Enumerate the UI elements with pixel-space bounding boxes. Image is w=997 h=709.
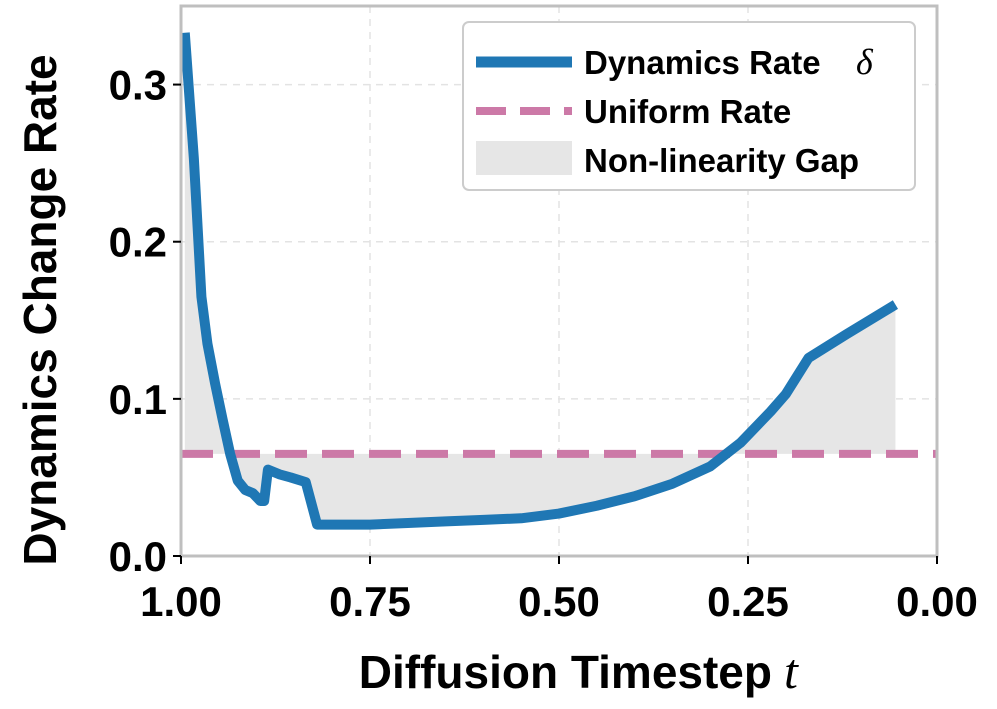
y-tick-label: 0.1 (109, 376, 167, 423)
x-tick-label: 0.75 (329, 578, 411, 625)
legend: Dynamics Rate δ Uniform Rate Non-lineari… (462, 21, 916, 191)
y-tick-label: 0.0 (109, 533, 167, 580)
x-tick-label: 0.50 (518, 578, 600, 625)
gap-fill-area (184, 32, 896, 525)
non-linearity-gap-area (184, 32, 896, 525)
x-tick-label: 1.00 (140, 578, 222, 625)
legend-swatch-non-linearity-gap (476, 141, 572, 175)
y-tick-label: 0.2 (109, 219, 167, 266)
legend-symbol-delta: δ (856, 42, 874, 82)
x-axis-label-symbol: t (784, 643, 799, 699)
series-lines (179, 32, 937, 530)
legend-label-uniform-rate: Uniform Rate (584, 93, 791, 130)
y-axis-label: Dynamics Change Rate (14, 54, 66, 565)
legend-box (462, 21, 916, 191)
x-axis-label: Diffusion Timestep (359, 646, 772, 698)
legend-label-non-linearity-gap: Non-linearity Gap (584, 142, 859, 179)
dynamics-rate-line (179, 32, 899, 530)
y-tick-label: 0.3 (109, 62, 167, 109)
legend-label-dynamics-rate: Dynamics Rate (584, 44, 821, 81)
axis-ticks: 1.00 0.75 0.50 0.25 0.00 0.0 0.1 0.2 0.3 (109, 62, 978, 625)
x-tick-label: 0.25 (707, 578, 789, 625)
x-tick-label: 0.00 (896, 578, 978, 625)
